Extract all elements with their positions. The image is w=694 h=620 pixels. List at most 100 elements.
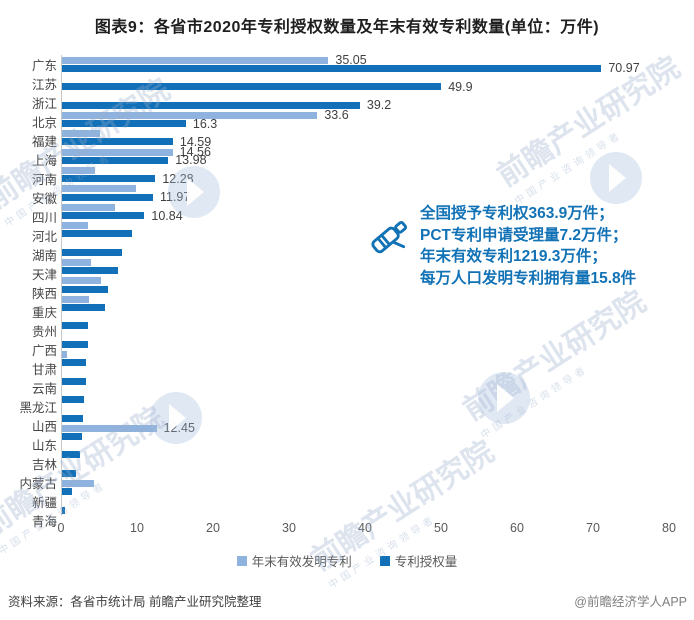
legend-swatch-icon xyxy=(379,555,390,566)
y-axis-label: 河南 xyxy=(31,173,57,187)
telescope-icon xyxy=(368,213,414,264)
bar xyxy=(62,359,87,367)
legend-label: 年末有效发明专利 xyxy=(251,555,352,569)
bar xyxy=(62,101,360,109)
bar xyxy=(62,377,86,385)
data-label: 35.05 xyxy=(335,53,367,68)
bar-group xyxy=(62,294,670,312)
bar xyxy=(62,322,88,330)
bar-group xyxy=(62,313,670,331)
y-axis-label: 安徽 xyxy=(31,192,57,206)
bar xyxy=(62,414,83,422)
bar xyxy=(62,451,81,459)
bar-group xyxy=(62,350,670,368)
y-axis-label: 北京 xyxy=(31,116,57,130)
bar xyxy=(62,432,82,440)
y-axis-label: 陕西 xyxy=(31,287,57,301)
y-axis-label: 山西 xyxy=(31,420,57,434)
bar xyxy=(62,248,123,256)
data-label: 39.2 xyxy=(366,98,392,113)
bar xyxy=(62,203,116,211)
y-axis-label: 河北 xyxy=(31,230,57,244)
bar-group xyxy=(62,331,670,349)
x-axis-tick: 0 xyxy=(57,521,65,535)
y-axis-label: 贵州 xyxy=(31,325,57,339)
data-label: 70.97 xyxy=(608,61,640,76)
bar xyxy=(62,469,77,477)
bar xyxy=(62,156,169,164)
x-axis-tick: 50 xyxy=(434,521,448,535)
y-axis-label: 江苏 xyxy=(31,78,57,92)
annotation-line: 年末有效专利1219.3万件； xyxy=(420,248,607,265)
annotation-box: 全国授予专利权363.9万件； PCT专利申请受理量7.2万件； 年末有效专利121… xyxy=(368,203,636,289)
plot-area: 35.05 70.97 49.9 39.2 33.6 16.3 14.59 14.56 13.9… xyxy=(61,53,670,515)
x-axis-tick: 60 xyxy=(510,521,524,535)
y-axis-label: 黑龙江 xyxy=(19,401,57,415)
y-axis-label: 湖南 xyxy=(31,249,57,263)
bar xyxy=(62,83,442,91)
bar-group: 12.28 xyxy=(62,165,670,186)
x-axis-tick: 80 xyxy=(662,521,676,535)
y-axis-label: 四川 xyxy=(31,211,57,225)
bar-group: 33.6 16.3 xyxy=(62,108,670,131)
y-axis-label: 青海 xyxy=(31,515,57,529)
data-label: 12.28 xyxy=(162,171,194,186)
x-axis-tick: 30 xyxy=(282,521,296,535)
bar-group xyxy=(62,386,670,404)
legend-label: 专利授权量 xyxy=(394,555,458,569)
bar xyxy=(62,120,186,128)
bar-group xyxy=(62,276,670,294)
bar-group: 14.56 13.98 xyxy=(62,145,670,168)
bar-group: 11.97 xyxy=(62,184,670,204)
x-axis-tick: 40 xyxy=(358,521,372,535)
y-axis-label: 广西 xyxy=(31,344,57,358)
x-axis-tick: 70 xyxy=(586,521,600,535)
y-axis-label: 内蒙古 xyxy=(19,477,57,491)
bar xyxy=(62,479,94,487)
data-label: 14.56 xyxy=(179,145,211,160)
data-label: 13.98 xyxy=(175,153,207,168)
y-axis-label: 甘肃 xyxy=(31,363,57,377)
bar-group: 10.84 xyxy=(62,202,670,223)
data-label: 33.6 xyxy=(324,108,349,123)
bar-group: 49.9 xyxy=(62,73,670,94)
annotation-lines: 全国授予专利权363.9万件； PCT专利申请受理量7.2万件； 年末有效专利121… xyxy=(420,203,636,289)
y-axis-label: 浙江 xyxy=(31,97,57,111)
bar-group xyxy=(62,405,670,423)
bar xyxy=(62,230,132,238)
bar-group: 35.05 70.97 xyxy=(62,53,670,76)
bar xyxy=(62,295,90,303)
y-axis-label: 新疆 xyxy=(31,496,57,510)
annotation-line: 每万人口发明专利拥有量15.8件 xyxy=(420,269,637,287)
data-label: 10.84 xyxy=(151,208,183,223)
bar xyxy=(62,396,85,404)
bar-group: 39.2 xyxy=(62,92,670,113)
y-axis-label: 上海 xyxy=(31,154,57,168)
bar-group xyxy=(62,368,670,386)
bar xyxy=(62,64,602,72)
bar xyxy=(62,193,153,201)
data-label: 16.3 xyxy=(192,116,218,131)
y-axis-label: 重庆 xyxy=(31,306,57,320)
y-axis-label: 福建 xyxy=(31,135,57,149)
bar xyxy=(62,267,119,275)
y-axis-labels: 广东 江苏 浙江 北京 福建 上海 河南 安徽 四川 河北 湖南 天津 陕西 重庆 贵州 广西 甘肃 云南 黑龙江山… xyxy=(0,55,57,529)
bar xyxy=(62,488,72,496)
data-label: 49.9 xyxy=(448,79,473,94)
y-axis-label: 天津 xyxy=(31,268,57,282)
bar xyxy=(62,259,91,267)
bar xyxy=(62,167,96,175)
legend-item: 专利授权量 xyxy=(379,551,458,570)
legend-swatch-icon xyxy=(236,555,247,566)
x-axis: 0 10 20 30 40 50 60 70 80 xyxy=(57,521,676,539)
bar xyxy=(62,222,88,230)
credit-note: @前瞻经济学人APP xyxy=(574,595,687,609)
bar xyxy=(62,185,137,193)
annotation-line: PCT专利申请受理量7.2万件； xyxy=(420,226,628,244)
bar xyxy=(62,424,157,432)
bar xyxy=(62,111,318,119)
y-axis-label: 吉林 xyxy=(31,458,57,472)
bar-group: 14.59 xyxy=(62,129,670,149)
data-label: 14.59 xyxy=(179,134,212,149)
